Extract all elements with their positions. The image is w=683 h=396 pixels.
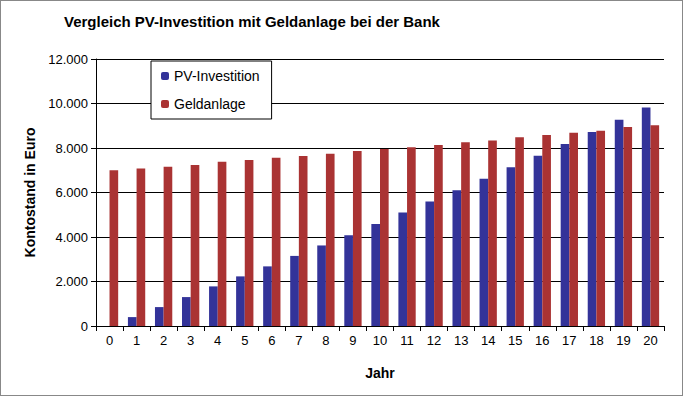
svg-text:0: 0 [81, 319, 88, 334]
svg-text:0: 0 [106, 333, 113, 348]
svg-text:Vergleich PV-Investition mit G: Vergleich PV-Investition mit Geldanlage … [64, 13, 441, 30]
svg-text:1: 1 [133, 333, 140, 348]
svg-text:17: 17 [562, 333, 576, 348]
svg-text:Geldanlage: Geldanlage [174, 96, 246, 112]
svg-text:5: 5 [241, 333, 248, 348]
svg-text:6: 6 [268, 333, 275, 348]
svg-text:15: 15 [508, 333, 522, 348]
svg-text:19: 19 [616, 333, 630, 348]
svg-text:20: 20 [643, 333, 657, 348]
svg-text:7: 7 [295, 333, 302, 348]
svg-text:8: 8 [322, 333, 329, 348]
svg-text:12.000: 12.000 [48, 52, 88, 67]
svg-text:PV-Investition: PV-Investition [174, 68, 260, 84]
svg-text:10.000: 10.000 [48, 96, 88, 111]
svg-text:3: 3 [187, 333, 194, 348]
svg-text:2: 2 [160, 333, 167, 348]
svg-text:11: 11 [400, 333, 414, 348]
svg-text:2.000: 2.000 [55, 274, 88, 289]
svg-text:8.000: 8.000 [55, 141, 88, 156]
svg-text:14: 14 [481, 333, 495, 348]
svg-text:9: 9 [349, 333, 356, 348]
svg-text:10: 10 [373, 333, 387, 348]
svg-text:4.000: 4.000 [55, 230, 88, 245]
svg-text:18: 18 [589, 333, 603, 348]
svg-text:Kontostand in Euro: Kontostand in Euro [22, 128, 38, 258]
svg-text:12: 12 [427, 333, 441, 348]
svg-text:Jahr: Jahr [365, 365, 395, 381]
svg-text:6.000: 6.000 [55, 185, 88, 200]
svg-text:13: 13 [454, 333, 468, 348]
svg-text:4: 4 [214, 333, 221, 348]
svg-text:16: 16 [535, 333, 549, 348]
